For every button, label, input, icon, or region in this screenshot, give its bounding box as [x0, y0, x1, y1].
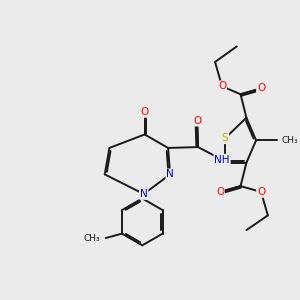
Text: O: O — [257, 83, 265, 93]
Text: N: N — [166, 169, 174, 179]
Text: NH: NH — [214, 155, 230, 165]
Text: O: O — [216, 187, 224, 197]
Text: N: N — [140, 189, 148, 199]
Text: O: O — [218, 81, 226, 91]
Text: S: S — [222, 133, 228, 143]
Text: CH₃: CH₃ — [84, 233, 101, 242]
Text: O: O — [193, 116, 201, 126]
Text: O: O — [257, 187, 265, 197]
Text: O: O — [140, 107, 149, 117]
Text: CH₃: CH₃ — [282, 136, 298, 145]
